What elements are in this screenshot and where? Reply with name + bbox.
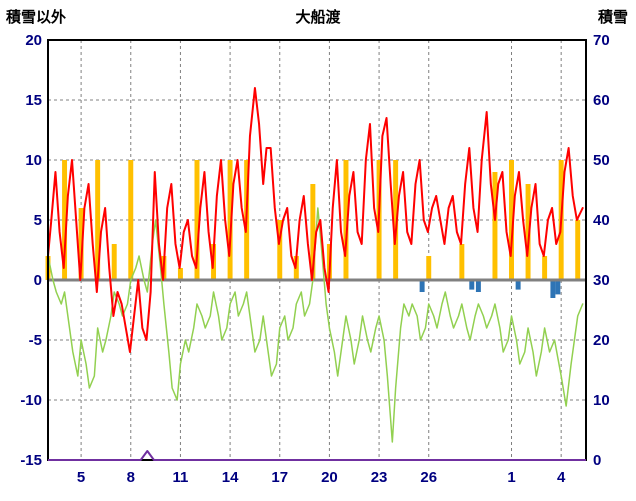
- red-line: [47, 87, 584, 353]
- svg-text:14: 14: [222, 469, 239, 486]
- svg-text:10: 10: [25, 152, 42, 169]
- svg-text:0: 0: [593, 452, 601, 469]
- x-axis-tick-labels: 5 8 11 14 17 20 23 26 1 4: [77, 469, 566, 486]
- svg-text:20: 20: [593, 332, 610, 349]
- svg-text:1: 1: [507, 469, 515, 486]
- svg-text:-10: -10: [20, 392, 42, 409]
- svg-text:60: 60: [593, 92, 610, 109]
- svg-text:40: 40: [593, 212, 610, 229]
- svg-text:-5: -5: [29, 332, 42, 349]
- right-axis-title: 積雪: [597, 9, 628, 26]
- blue-bars: [419, 280, 561, 298]
- svg-text:50: 50: [593, 152, 610, 169]
- left-axis-tick-labels: 20 15 10 5 0 -5 -10 -15: [20, 32, 42, 469]
- svg-text:-15: -15: [20, 452, 42, 469]
- green-line: [47, 207, 584, 443]
- svg-text:15: 15: [25, 92, 42, 109]
- svg-text:4: 4: [557, 469, 566, 486]
- svg-text:5: 5: [34, 212, 42, 229]
- svg-text:11: 11: [173, 469, 189, 486]
- svg-text:23: 23: [371, 469, 388, 486]
- svg-text:30: 30: [593, 272, 610, 289]
- right-axis-tick-labels: 70 60 50 40 30 20 10 0: [593, 32, 610, 469]
- purple-line: [48, 450, 586, 461]
- chart-title: 大船渡: [295, 9, 341, 26]
- svg-text:70: 70: [593, 32, 610, 49]
- svg-text:20: 20: [321, 469, 338, 486]
- svg-text:26: 26: [420, 469, 437, 486]
- svg-text:20: 20: [25, 32, 42, 49]
- svg-text:0: 0: [34, 272, 42, 289]
- svg-text:8: 8: [127, 469, 135, 486]
- svg-text:10: 10: [593, 392, 610, 409]
- svg-text:5: 5: [77, 469, 85, 486]
- svg-text:17: 17: [271, 469, 288, 486]
- left-axis-title: 積雪以外: [6, 9, 67, 26]
